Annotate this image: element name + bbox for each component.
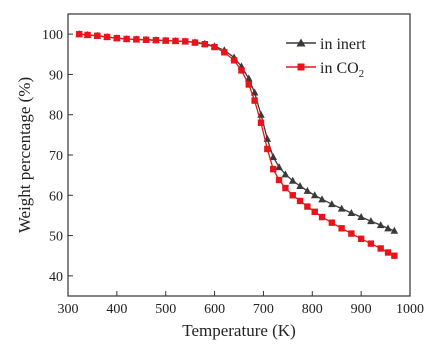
data-point-co2 — [94, 32, 101, 39]
series-co2 — [76, 30, 398, 259]
data-point-co2 — [245, 81, 252, 88]
data-point-co2 — [391, 252, 398, 259]
data-point-co2 — [113, 34, 121, 42]
x-axis-title: Temperature (K) — [182, 321, 296, 340]
x-tick-label: 300 — [58, 302, 79, 317]
data-point-inert — [376, 221, 385, 229]
data-point-co2 — [384, 249, 392, 256]
data-point-co2 — [238, 67, 245, 74]
data-point-co2 — [230, 57, 238, 64]
x-tick-label: 500 — [155, 302, 176, 317]
y-tick-label: 50 — [49, 230, 63, 245]
data-point-co2 — [328, 219, 336, 226]
x-tick-label: 900 — [351, 302, 372, 317]
data-point-co2 — [318, 213, 326, 221]
x-tick-label: 700 — [253, 302, 274, 317]
x-tick-label: 400 — [106, 302, 127, 317]
data-point-co2 — [264, 145, 271, 153]
data-point-co2 — [296, 197, 304, 205]
data-point-inert — [281, 170, 290, 178]
data-point-co2 — [162, 37, 169, 44]
data-point-co2 — [311, 208, 318, 216]
data-point-co2 — [211, 43, 218, 51]
data-point-co2 — [275, 176, 283, 184]
data-point-inert — [347, 209, 356, 217]
data-point-inert — [288, 176, 297, 184]
data-point-co2 — [201, 41, 208, 48]
plot-area-frame — [67, 13, 411, 297]
axis-ticks — [67, 33, 411, 296]
data-point-inert — [384, 224, 392, 232]
data-point-inert — [390, 226, 399, 234]
legend-marker-square-icon — [297, 63, 305, 71]
data-point-inert — [318, 195, 326, 203]
data-point-co2 — [152, 36, 160, 44]
data-point-co2 — [338, 225, 345, 232]
y-tick-label: 40 — [49, 270, 63, 285]
axis-tick-labels: 300 400 500 600 700 800 900 1000 40 50 60 70 80 90 100 — [42, 28, 424, 317]
data-point-inert — [269, 153, 277, 161]
x-tick-label: 600 — [204, 302, 225, 317]
legend-label-co2-subscript: 2 — [359, 68, 365, 80]
data-point-co2 — [103, 33, 111, 41]
data-point-co2 — [304, 203, 311, 210]
data-point-inert — [357, 213, 365, 221]
data-point-co2 — [191, 39, 199, 46]
series-layer — [75, 30, 399, 259]
data-point-co2 — [84, 31, 91, 39]
y-tick-label: 70 — [49, 149, 63, 164]
data-point-co2 — [377, 245, 384, 252]
data-point-inert — [296, 182, 304, 190]
x-tick-label: 800 — [302, 302, 323, 317]
legend-label-co2: in CO2 — [320, 60, 364, 80]
data-point-co2 — [282, 184, 289, 192]
y-tick-label: 80 — [49, 109, 63, 124]
x-tick-label: 1000 — [396, 302, 424, 317]
y-tick-label: 90 — [49, 68, 63, 83]
data-point-inert — [275, 163, 283, 171]
data-point-co2 — [221, 49, 228, 56]
legend-label-inert: in inert — [320, 36, 366, 53]
data-point-inert — [303, 186, 312, 194]
legend-label-co2-main: in CO — [320, 60, 359, 77]
data-point-co2 — [182, 38, 189, 45]
data-point-co2 — [76, 30, 83, 38]
y-tick-label: 60 — [49, 189, 63, 204]
data-point-co2 — [270, 165, 277, 173]
legend: in inert in CO2 — [286, 36, 366, 80]
y-tick-label: 100 — [42, 28, 63, 43]
y-axis-title: Weight percentage (%) — [15, 77, 34, 233]
data-point-inert — [310, 191, 319, 199]
data-point-inert — [328, 200, 336, 208]
legend-marker-triangle-icon — [296, 38, 306, 47]
data-point-co2 — [251, 97, 258, 104]
data-point-co2 — [123, 35, 130, 43]
data-point-co2 — [367, 240, 375, 247]
data-point-co2 — [172, 37, 179, 45]
data-point-co2 — [142, 36, 150, 43]
data-point-co2 — [133, 36, 140, 43]
data-point-inert — [367, 217, 375, 225]
data-point-co2 — [257, 119, 265, 126]
data-point-co2 — [348, 230, 355, 237]
data-point-inert — [337, 204, 346, 212]
data-point-co2 — [289, 192, 296, 199]
data-point-co2 — [357, 235, 365, 242]
